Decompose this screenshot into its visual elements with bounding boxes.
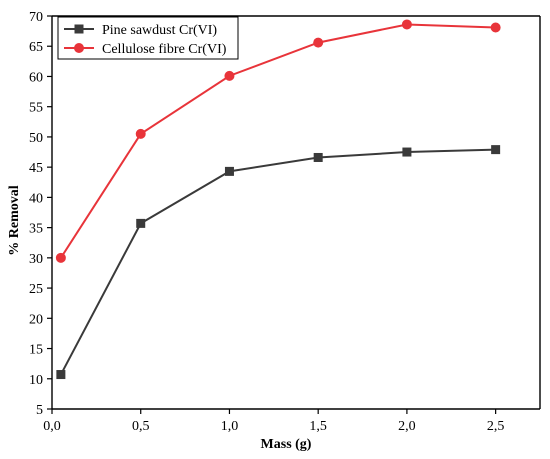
y-tick-label: 40	[29, 191, 43, 206]
y-tick-label: 20	[29, 312, 43, 327]
y-tick-label: 5	[36, 403, 43, 418]
y-tick-label: 70	[29, 10, 43, 25]
y-ticks: 5 10 15 20 25 30 35 40 45 50 55 60 65 70	[29, 10, 52, 418]
legend-label: Pine sawdust Cr(VI)	[102, 23, 217, 38]
legend-label: Cellulose fibre Cr(VI)	[102, 42, 227, 57]
y-tick-label: 45	[29, 161, 43, 176]
data-point-circle	[401, 19, 412, 30]
x-tick-label: 0,0	[43, 419, 61, 434]
data-point-circle	[135, 128, 146, 139]
legend-box	[57, 16, 239, 60]
series-layer	[55, 19, 501, 380]
y-tick-label: 65	[29, 40, 43, 55]
series-pine-sawdust	[56, 145, 501, 380]
data-point-square	[491, 145, 501, 155]
x-tick-label: 2,5	[487, 419, 505, 434]
y-tick-label: 50	[29, 131, 43, 146]
data-point-square	[402, 147, 412, 157]
x-tick-label: 1,0	[221, 419, 239, 434]
data-point-circle	[55, 252, 66, 263]
y-tick-label: 15	[29, 343, 43, 358]
series-cellulose-fibre	[55, 19, 501, 263]
y-tick-label: 60	[29, 70, 43, 85]
axes	[51, 15, 541, 410]
data-point-square	[56, 370, 66, 380]
legend-item-pine-sawdust: Pine sawdust Cr(VI)	[64, 23, 217, 38]
y-tick-label: 55	[29, 101, 43, 116]
series-line	[60, 23, 496, 259]
data-point-square	[313, 152, 323, 162]
data-point-square	[224, 166, 234, 176]
x-tick-label: 0,5	[132, 419, 150, 434]
data-point-square	[136, 218, 146, 228]
y-tick-label: 25	[29, 282, 43, 297]
x-axis-title: Mass (g)	[261, 437, 312, 452]
legend-item-cellulose-fibre: Cellulose fibre Cr(VI)	[64, 42, 227, 57]
y-tick-label: 30	[29, 252, 43, 267]
y-tick-label: 10	[29, 373, 43, 388]
x-ticks: 0,0 0,5 1,0 1,5 2,0 2,5	[43, 409, 504, 434]
legend-square-marker	[74, 24, 84, 34]
data-point-circle	[490, 22, 501, 33]
legend: Pine sawdust Cr(VI) Cellulose fibre Cr(V…	[57, 16, 239, 60]
y-tick-label: 35	[29, 222, 43, 237]
y-axis-title: % Removal	[7, 185, 22, 255]
data-point-circle	[224, 70, 235, 81]
x-tick-label: 1,5	[309, 419, 327, 434]
data-point-circle	[313, 37, 324, 48]
x-tick-label: 2,0	[398, 419, 416, 434]
legend-circle-marker	[74, 43, 84, 53]
series-line	[59, 148, 496, 376]
